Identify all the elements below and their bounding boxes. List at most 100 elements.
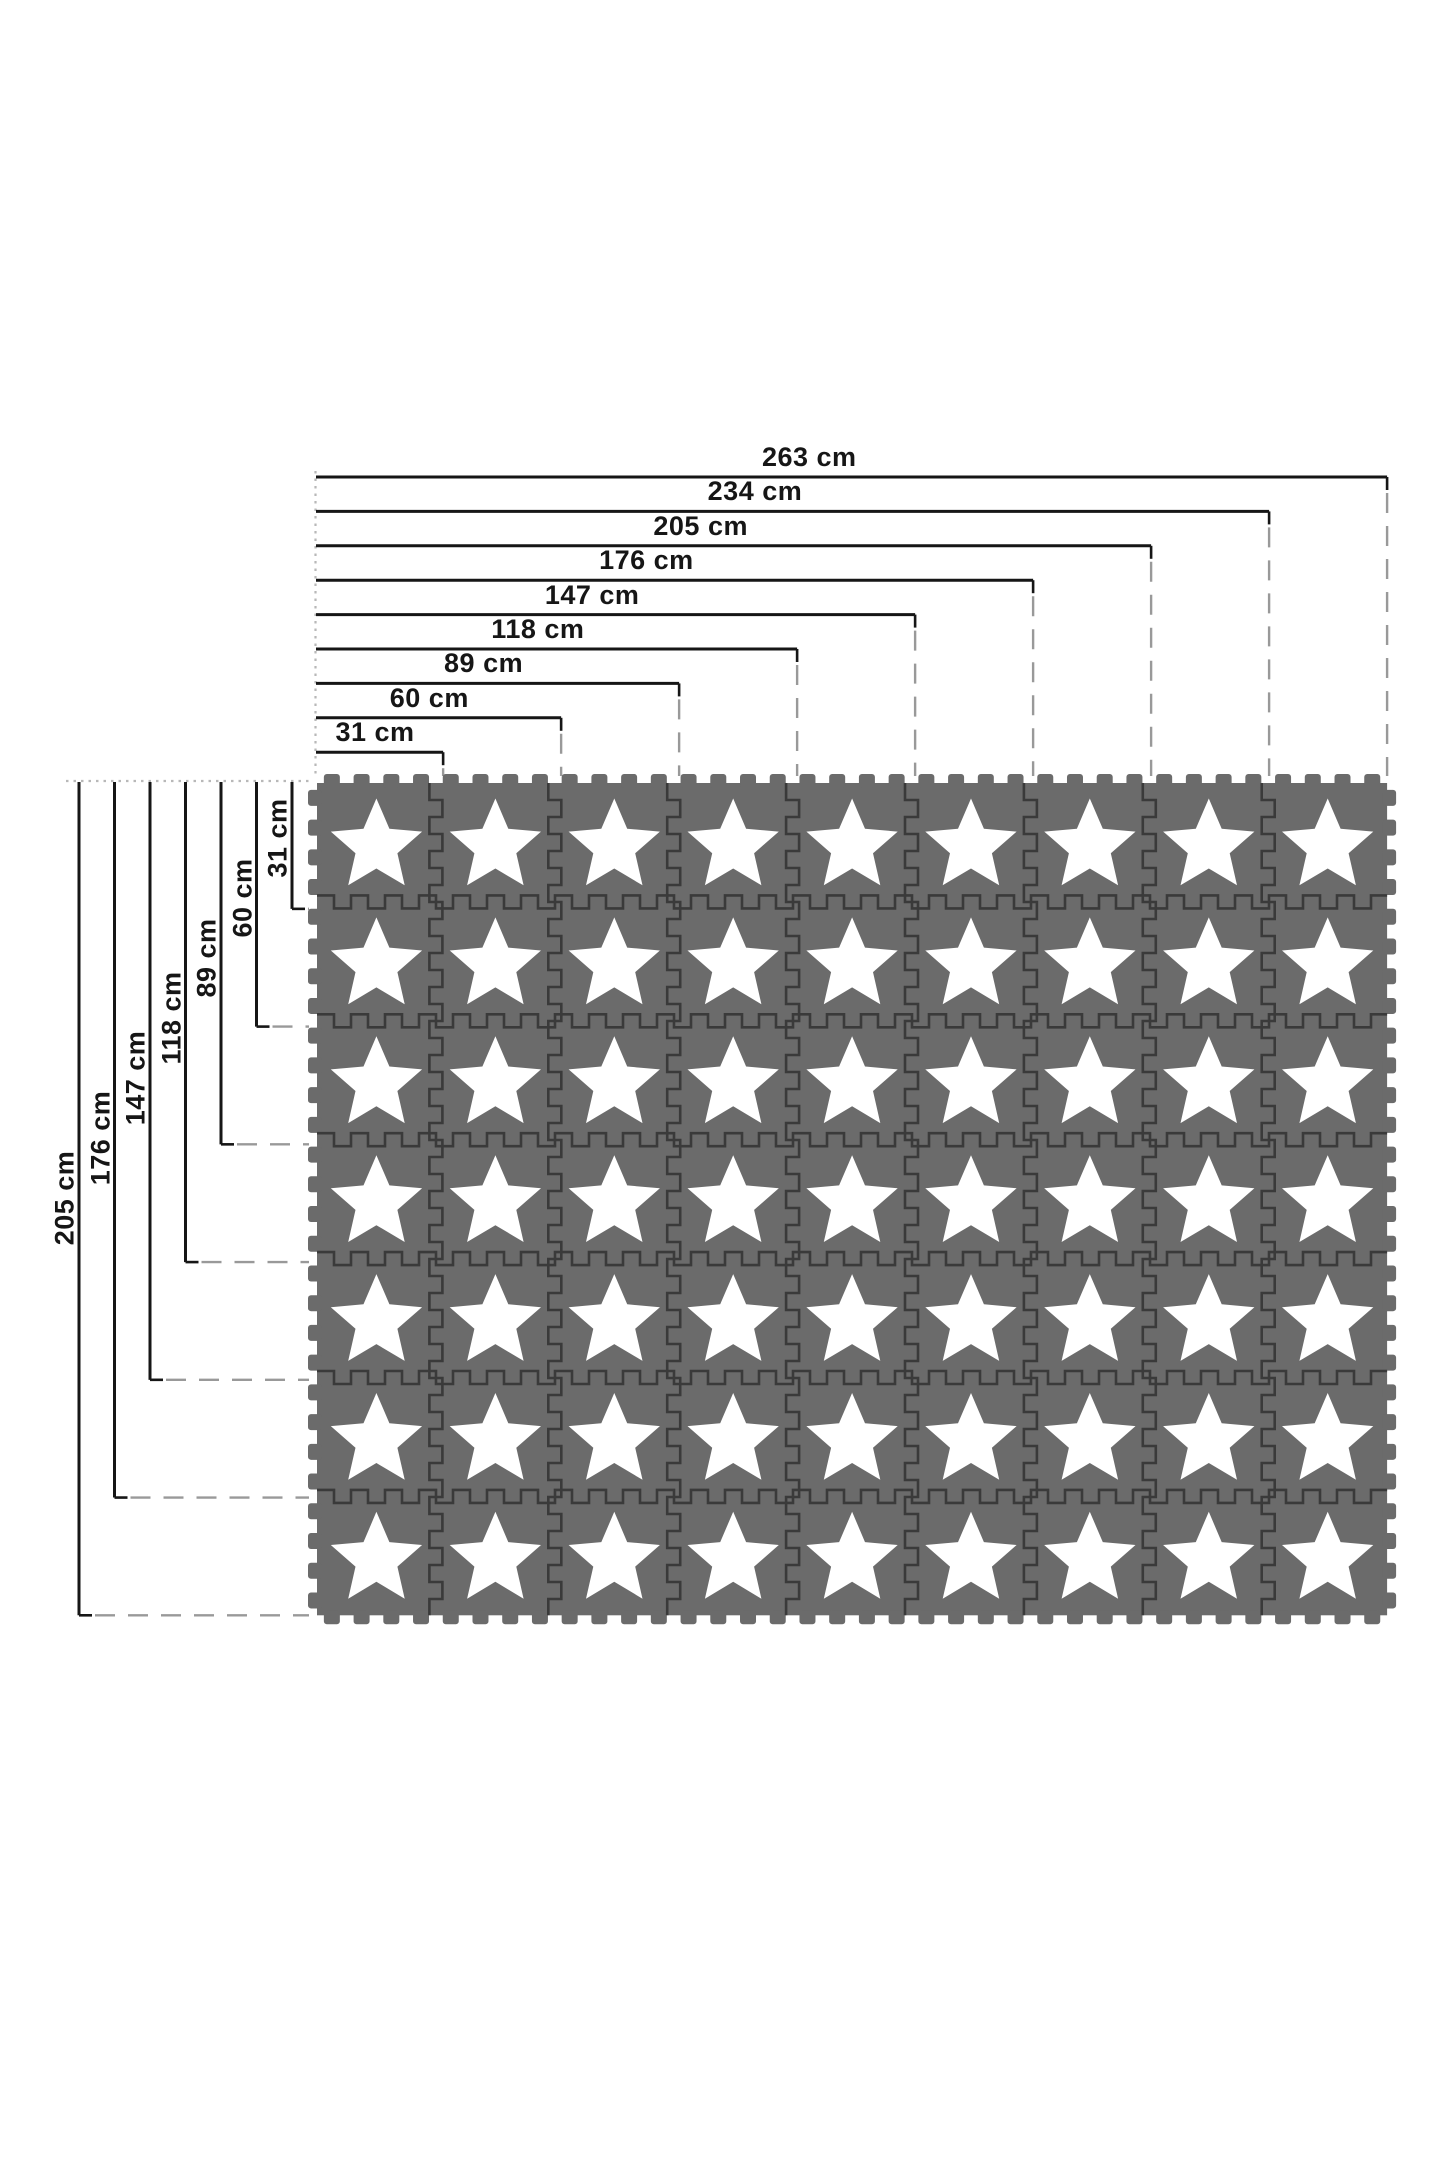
edge-tab — [502, 774, 519, 788]
edge-tab — [308, 849, 322, 866]
edge-tab — [1382, 1562, 1397, 1579]
star-icon — [330, 1393, 423, 1480]
edge-tab — [308, 879, 322, 896]
edge-tab — [799, 1610, 816, 1625]
edge-tab — [858, 774, 875, 788]
top-dimension-label: 31 cm — [335, 717, 415, 748]
edge-tab — [472, 774, 489, 788]
edge-tab — [650, 774, 667, 788]
mat-stars — [330, 798, 1374, 1599]
star-icon — [687, 798, 779, 886]
edge-tab — [308, 789, 322, 806]
star-icon — [1163, 1155, 1255, 1242]
star-icon — [1282, 1274, 1374, 1361]
star-icon — [330, 1155, 423, 1242]
edge-tab — [680, 1610, 697, 1625]
left-dimension-label: 147 cm — [120, 1030, 151, 1126]
star-icon — [568, 917, 660, 1005]
star-icon — [1044, 798, 1136, 886]
star-icon — [1044, 1155, 1136, 1242]
edge-tab — [308, 819, 322, 836]
star-icon — [1044, 1393, 1136, 1480]
edge-tab — [1364, 1610, 1381, 1625]
top-dimension-label: 234 cm — [707, 476, 803, 507]
edge-tab — [1037, 1610, 1054, 1625]
top-dimension-label: 147 cm — [544, 579, 640, 610]
star-icon — [568, 1274, 660, 1361]
tile-seam-horizontal — [317, 1488, 1388, 1505]
edge-tab — [308, 1027, 322, 1044]
edge-tab — [1066, 774, 1083, 788]
tile-seam-horizontal — [317, 1131, 1388, 1148]
left-dimension-label: 89 cm — [191, 918, 222, 998]
edge-tab — [353, 1610, 370, 1625]
edge-tab — [1382, 1443, 1397, 1460]
edge-tab — [710, 1610, 727, 1625]
star-icon — [1044, 1511, 1136, 1599]
edge-tab — [308, 1414, 322, 1431]
edge-tab — [1382, 819, 1397, 836]
star-icon — [687, 1036, 779, 1124]
star-icon — [1282, 1036, 1374, 1124]
edge-tab — [1382, 1146, 1397, 1163]
star-icon — [925, 917, 1017, 1005]
edge-tab — [308, 968, 322, 985]
edge-tab — [1156, 774, 1173, 788]
edge-tab — [977, 774, 994, 788]
edge-tab — [502, 1610, 519, 1625]
edge-tab — [308, 1146, 322, 1163]
edge-tab — [1382, 1324, 1397, 1341]
edge-tab — [1382, 938, 1397, 955]
left-dimension-lines — [77, 782, 309, 1617]
edge-tab — [1382, 1235, 1397, 1252]
star-icon — [1163, 1274, 1255, 1361]
edge-tab — [977, 1610, 994, 1625]
star-icon — [806, 917, 898, 1005]
edge-tab — [531, 1610, 548, 1625]
edge-tab — [829, 774, 846, 788]
star-icon — [806, 1274, 898, 1361]
edge-tab — [308, 1324, 322, 1341]
edge-tab — [769, 774, 786, 788]
tile-seam-vertical — [1022, 783, 1039, 1616]
edge-tab — [308, 1295, 322, 1312]
star-icon — [925, 1511, 1017, 1599]
edge-tab — [769, 1610, 786, 1625]
mat-tile-seams — [317, 783, 1388, 1616]
star-icon — [568, 798, 660, 886]
star-icon — [925, 1393, 1017, 1480]
edge-tab — [323, 1610, 340, 1625]
star-icon — [1163, 1511, 1255, 1599]
edge-tab — [799, 774, 816, 788]
edge-tab — [918, 1610, 935, 1625]
star-icon — [449, 1036, 541, 1124]
edge-tab — [472, 1610, 489, 1625]
star-icon — [806, 1155, 898, 1242]
tile-seam-horizontal — [317, 1369, 1388, 1386]
edge-tab — [561, 1610, 578, 1625]
star-icon — [568, 1393, 660, 1480]
star-icon — [1282, 917, 1374, 1005]
edge-tab — [888, 774, 905, 788]
edge-tab — [1382, 908, 1397, 925]
edge-tab — [1382, 968, 1397, 985]
edge-tab — [308, 1562, 322, 1579]
edge-tab — [1185, 774, 1202, 788]
star-icon — [449, 1511, 541, 1599]
star-icon — [449, 1274, 541, 1361]
edge-tab — [308, 1473, 322, 1490]
star-icon — [806, 1511, 898, 1599]
left-dimension-label: 176 cm — [85, 1090, 115, 1186]
star-icon — [687, 1274, 779, 1361]
edge-tab — [650, 1610, 667, 1625]
edge-tab — [591, 774, 608, 788]
tile-seam-vertical — [1141, 783, 1158, 1616]
star-icon — [330, 1511, 423, 1599]
edge-tab — [442, 1610, 459, 1625]
star-icon — [449, 1393, 541, 1480]
edge-tab — [308, 1265, 322, 1282]
star-icon — [687, 1155, 779, 1242]
edge-tab — [621, 774, 638, 788]
edge-tab — [308, 938, 322, 955]
edge-tab — [1304, 774, 1321, 788]
